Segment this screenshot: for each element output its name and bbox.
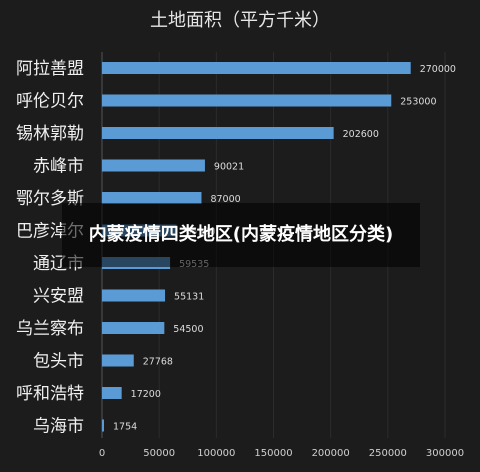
value-label: 253000 — [400, 97, 436, 108]
x-tick-label: 50000 — [143, 448, 175, 459]
overlay-caption: 内蒙疫情四类地区(内蒙疫情地区分类) — [62, 203, 420, 267]
category-label: 乌海市 — [33, 417, 84, 437]
category-label: 阿拉善盟 — [16, 59, 84, 79]
category-label: 锡林郭勒 — [16, 124, 84, 144]
value-label: 202600 — [343, 129, 379, 140]
category-label: 乌兰察布 — [16, 319, 84, 339]
bar — [102, 354, 134, 367]
chart-title: 土地面积（平方千米） — [150, 10, 330, 31]
x-axis-ticks: 0 50000 100000 150000 200000 250000 300000 — [99, 448, 464, 459]
value-label: 54500 — [173, 324, 203, 335]
bar — [102, 419, 105, 432]
value-label: 90021 — [214, 162, 244, 173]
value-label: 87000 — [210, 194, 240, 205]
bar — [102, 127, 334, 139]
value-label: 27768 — [143, 357, 173, 368]
bar — [102, 192, 202, 204]
value-label: 55131 — [174, 292, 204, 303]
value-label: 1754 — [113, 422, 137, 433]
bar — [102, 289, 166, 302]
bar — [102, 322, 165, 334]
x-tick-label: 250000 — [369, 448, 407, 459]
bar — [102, 62, 411, 74]
category-labels: 阿拉善盟呼伦贝尔锡林郭勒赤峰市鄂尔多斯巴彦淖尔通辽市兴安盟乌兰察布包头市呼和浩特… — [16, 59, 84, 437]
bar — [102, 387, 122, 399]
category-label: 呼伦贝尔 — [16, 92, 84, 112]
x-tick-label: 150000 — [254, 448, 292, 459]
bar — [102, 94, 392, 107]
value-label: 17200 — [131, 389, 161, 400]
x-tick-label: 300000 — [426, 448, 464, 459]
x-tick-label: 200000 — [312, 448, 350, 459]
x-tick-label: 0 — [99, 448, 105, 459]
category-label: 包头市 — [33, 352, 84, 372]
category-label: 赤峰市 — [33, 157, 84, 177]
value-label: 270000 — [420, 64, 456, 75]
bar — [102, 159, 205, 172]
category-label: 呼和浩特 — [16, 384, 84, 404]
category-label: 兴安盟 — [33, 287, 84, 307]
x-tick-label: 100000 — [197, 448, 235, 459]
